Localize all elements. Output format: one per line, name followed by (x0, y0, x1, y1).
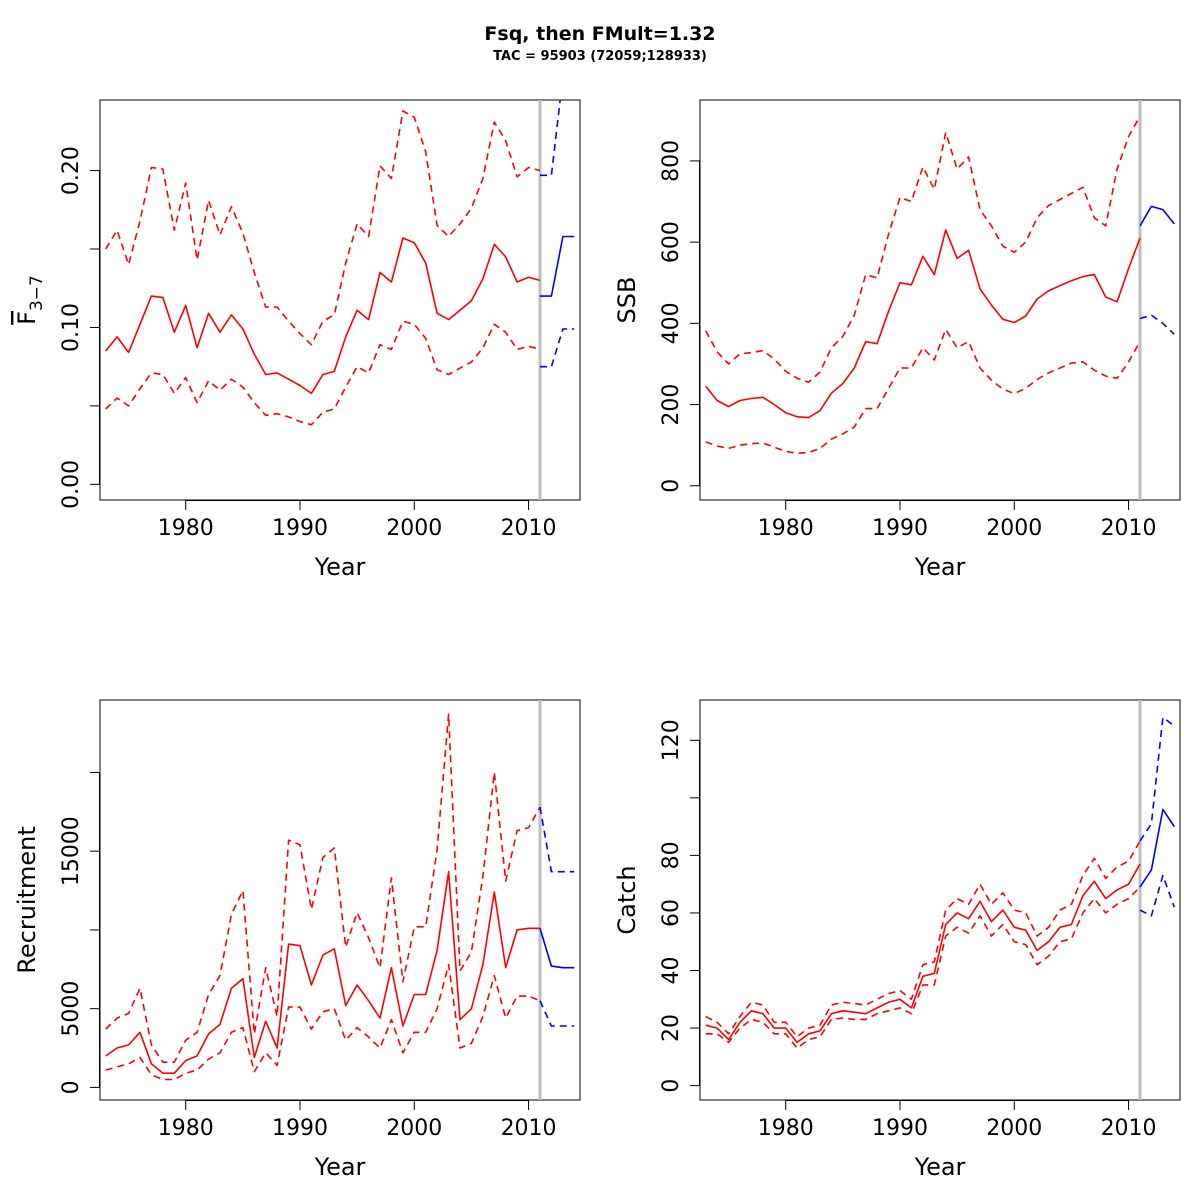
panels: 1980 1990 2000 20100.000.100.20YearF3−71980… (13, 99, 1181, 1181)
catch-x-tick-label: 2010 (1101, 1116, 1157, 1141)
ssb-y-tick-label: 800 (659, 140, 684, 182)
ssb-y-tick-label: 200 (659, 384, 684, 426)
ssb-y-tick-label: 600 (659, 221, 684, 263)
catch-x-tick-label: 1990 (872, 1116, 928, 1141)
catch-series (705, 700, 1176, 1100)
ssb-x-tick-label: 1980 (758, 516, 814, 541)
catch-x-tick-label: 2000 (986, 1116, 1042, 1141)
recruitment-y-tick-label: 15000 (59, 816, 84, 886)
catch-y-axis: 0 20 40 60 80 120 (659, 719, 700, 1093)
recruitment-historic-lower-line (105, 963, 541, 1081)
f-x-tick-label: 2000 (386, 516, 442, 541)
catch-historic-lower-line (705, 886, 1141, 1049)
recruitment-x-tick-label: 2010 (501, 1116, 557, 1141)
recruitment-y-tick-label: 5000 (59, 981, 84, 1037)
f-projection-estimate-line (540, 235, 575, 297)
f-y-axis: 0.00 0.10 0.20 (59, 146, 100, 509)
f-historic-estimate-line (105, 237, 541, 395)
catch-y-tick-label: 120 (659, 719, 684, 761)
f-y-tick-label: 0.10 (59, 303, 84, 352)
ssb-y-axis: 0 200 400 600 800 (659, 140, 700, 493)
catch-x-axis: 1980 1990 2000 2010 (758, 1100, 1157, 1141)
catch-historic-estimate-line (705, 863, 1141, 1044)
recruitment-plot-frame (99, 699, 581, 1101)
figure-title: Fsq, then FMult=1.32 (484, 23, 715, 45)
f-plot-frame (99, 99, 581, 501)
recruitment-historic-estimate-line (105, 870, 540, 1074)
figure-subtitle: TAC = 95903 (72059;128933) (493, 49, 707, 64)
recruitment-x-axis: 1980 1990 2000 2010 (158, 1100, 557, 1141)
catch-y-tick-label: 40 (659, 957, 684, 985)
ssb-historic-lower-line (705, 328, 1141, 455)
f-x-axis-label: Year (314, 553, 366, 581)
ssb-y-tick-label: 0 (659, 479, 684, 493)
catch-y-axis-label: Catch (613, 865, 641, 934)
recruitment-y-axis: 0 5000 15000 (59, 771, 100, 1094)
recruitment-panel: 1980 1990 2000 2010 0 5000 15000 Year Recruitmen… (13, 699, 581, 1181)
f-y-tick-label: 0.20 (59, 146, 84, 195)
recruitment-x-tick-label: 1990 (272, 1116, 328, 1141)
ssb-series (704, 100, 1175, 500)
f-series (105, 100, 575, 500)
recruitment-projection-estimate-line (539, 928, 575, 969)
f-historic-lower-line (105, 320, 541, 426)
f-y-axis-label-sub: 3−7 (27, 275, 47, 311)
catch-x-tick-label: 1980 (758, 1116, 814, 1141)
ssb-x-tick-label: 1990 (872, 516, 928, 541)
ssb-x-tick-label: 2010 (1101, 516, 1157, 541)
f-x-tick-label: 1980 (158, 516, 214, 541)
f-y-axis-label: F3−7 (13, 275, 47, 325)
recruitment-projection-lower-line (539, 1000, 575, 1027)
f-projection-upper-line (540, 100, 561, 177)
f-panel: 1980 1990 2000 2010 0.00 0.10 0.20 Year F3−7 (13, 99, 581, 581)
catch-panel: 1980 1990 2000 2010 0 20 40 60 80 120 Year Catch (613, 699, 1181, 1181)
catch-y-tick-label: 60 (659, 899, 684, 927)
recruitment-series (105, 700, 575, 1100)
catch-historic-upper-line (705, 840, 1141, 1038)
recruitment-x-tick-label: 1980 (158, 1116, 214, 1141)
ssb-projection-lower-line (1139, 314, 1175, 335)
catch-x-axis-label: Year (914, 1153, 966, 1181)
catch-y-tick-label: 80 (659, 841, 684, 869)
ssb-y-tick-label: 400 (659, 302, 684, 344)
ssb-historic-upper-line (704, 115, 1141, 384)
ssb-x-axis: 1980 1990 2000 2010 (758, 500, 1157, 541)
catch-projection-upper-line (1139, 716, 1175, 842)
ssb-historic-estimate-line (705, 229, 1141, 419)
recruitment-projection-upper-line (539, 806, 575, 873)
recruitment-y-tick-label: 0 (59, 1080, 84, 1094)
recruitment-x-tick-label: 2000 (386, 1116, 442, 1141)
ssb-x-axis-label: Year (914, 553, 966, 581)
f-x-tick-label: 1990 (272, 516, 328, 541)
recruitment-x-axis-label: Year (314, 1153, 366, 1181)
f-historic-upper-line (105, 110, 541, 346)
f-x-axis: 1980 1990 2000 2010 (158, 500, 557, 541)
f-y-tick-label: 0.00 (59, 460, 84, 509)
catch-y-tick-label: 20 (659, 1014, 684, 1042)
f-y-axis-label-main: F (13, 311, 41, 325)
catch-y-tick-label: 0 (659, 1079, 684, 1093)
ssb-x-tick-label: 2000 (986, 516, 1042, 541)
ssb-y-axis-label: SSB (613, 277, 641, 324)
catch-projection-estimate-line (1139, 808, 1175, 888)
catch-plot-frame (699, 699, 1181, 1101)
f-x-tick-label: 2010 (501, 516, 557, 541)
recruitment-y-axis-label: Recruitment (13, 826, 41, 973)
f-projection-lower-line (540, 328, 575, 368)
ssb-panel: 1980 1990 2000 2010 0 200 400 600 800 Year SSB (613, 99, 1181, 581)
ssb-projection-estimate-line (1139, 205, 1175, 227)
catch-projection-lower-line (1139, 874, 1176, 917)
recruitment-historic-upper-line (105, 713, 541, 1063)
